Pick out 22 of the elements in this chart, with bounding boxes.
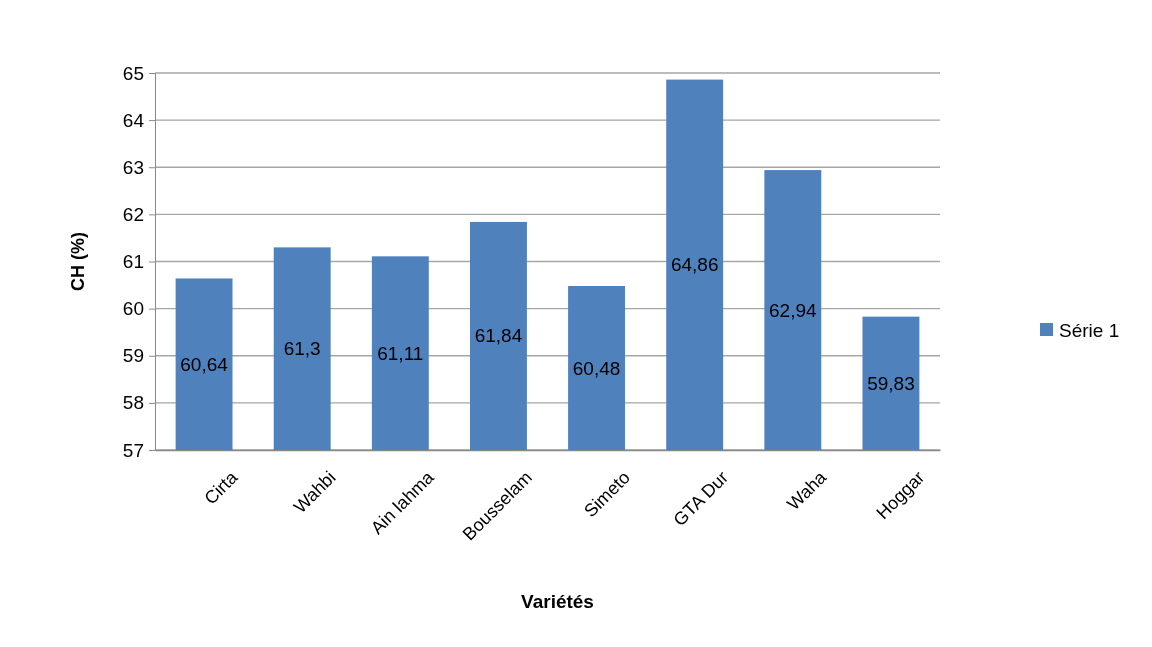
data-label: 60,48 [572, 357, 621, 379]
y-tick-label: 60 [122, 298, 144, 320]
y-tick-label: 57 [122, 439, 144, 461]
x-axis-title: Variétés [521, 591, 594, 612]
y-tick-label: 59 [122, 345, 144, 367]
data-label: 59,83 [867, 372, 915, 394]
data-label: 64,86 [670, 254, 719, 276]
data-label: 61,11 [377, 342, 424, 364]
data-label: 60,64 [180, 353, 229, 375]
y-tick-label: 65 [122, 62, 144, 84]
data-label: 61,3 [283, 338, 321, 360]
y-tick-label: 62 [122, 203, 144, 225]
x-tick-label: Cirta [200, 466, 243, 509]
y-tick-label: 61 [122, 251, 144, 273]
y-tick-label: 63 [122, 156, 144, 178]
y-tick-label: 64 [122, 109, 145, 131]
y-tick-label: 58 [122, 392, 144, 414]
legend-label: Série 1 [1059, 319, 1120, 341]
data-label: 62,94 [769, 299, 818, 321]
y-axis-title: CH (%) [68, 232, 88, 291]
x-tick-label: GTA Dur [669, 467, 733, 530]
data-label: 61,84 [474, 325, 523, 347]
